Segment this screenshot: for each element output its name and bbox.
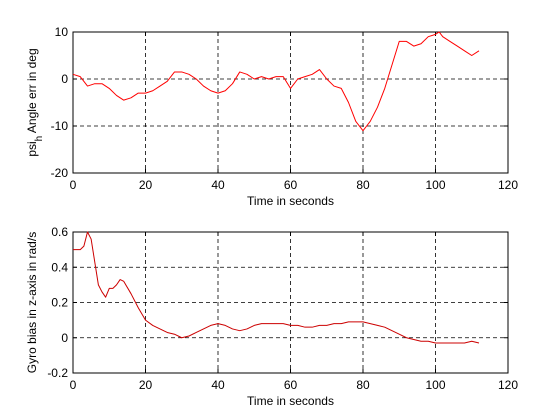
bottom-plot-grid [73, 232, 508, 373]
bottom-plot-x-tick-label: 120 [498, 378, 518, 392]
bottom-plot-y-tick-label: 0.6 [51, 225, 68, 239]
top-plot-ticks: 0 20 40 60 80 100 120 -20 -10 0 10 [51, 25, 519, 192]
bottom-plot-y-axis-label: Gyro bias in z-axis in rad/s [25, 232, 39, 373]
top-plot-x-tick-label: 120 [498, 178, 518, 192]
bottom-plot-panel: 0 20 40 60 80 100 120-0.200.20.40.6 Time in se… [25, 225, 518, 408]
top-plot-panel: 0 20 40 60 80 100 120 -20 -10 0 10 Time in seconds… [25, 25, 518, 208]
bottom-plot-x-tick-label: 0 [70, 378, 77, 392]
bottom-plot-y-tick-label: 0 [61, 331, 68, 345]
top-plot-series-line [72, 31, 480, 132]
top-plot-x-tick-label: 20 [139, 178, 153, 192]
top-plot-y-tick-label: -20 [51, 166, 69, 180]
top-plot-y-tick-label: -10 [51, 119, 69, 133]
top-plot-x-tick-label: 80 [356, 178, 370, 192]
bottom-plot-x-tick-label: 20 [139, 378, 153, 392]
bottom-plot-x-tick-label: 60 [284, 378, 298, 392]
top-plot-x-tick-label: 0 [70, 178, 77, 192]
top-plot-x-axis-label: Time in seconds [247, 194, 334, 208]
top-plot-y-tick-label: 0 [61, 72, 68, 86]
top-plot-x-tick-label: 60 [284, 178, 298, 192]
bottom-plot-x-tick-label: 80 [356, 378, 370, 392]
top-plot-x-tick-label: 100 [425, 178, 445, 192]
bottom-plot-y-tick-label: 0.4 [51, 260, 68, 274]
top-plot-y-axis-label: psih Angle err in deg [25, 48, 45, 156]
bottom-plot-x-axis-label: Time in seconds [247, 394, 334, 408]
bottom-plot-y-tick-label: -0.2 [47, 366, 68, 380]
top-plot-y-tick-label: 10 [55, 25, 69, 39]
bottom-plot-ticks: 0 20 40 60 80 100 120-0.200.20.40.6 [47, 225, 518, 392]
bottom-plot-y-tick-label: 0.2 [51, 296, 68, 310]
top-plot-grid [73, 32, 508, 173]
bottom-plot-x-tick-label: 100 [425, 378, 445, 392]
top-plot-x-tick-label: 40 [211, 178, 225, 192]
bottom-plot-x-tick-label: 40 [211, 378, 225, 392]
bottom-plot-series-line [73, 231, 480, 344]
